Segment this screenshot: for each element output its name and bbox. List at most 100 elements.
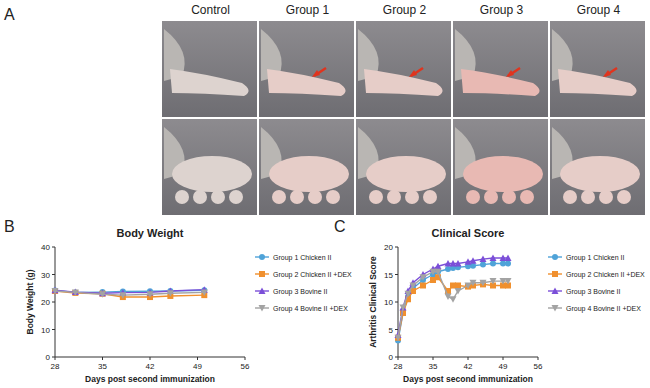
x-tick bbox=[538, 357, 539, 360]
photo bbox=[356, 119, 451, 215]
toe bbox=[387, 190, 401, 204]
y-tick-label: 20 bbox=[384, 243, 393, 252]
point bbox=[435, 269, 442, 276]
y-tick bbox=[395, 247, 398, 248]
toe bbox=[326, 190, 340, 204]
point bbox=[400, 305, 407, 312]
x-tick bbox=[102, 357, 103, 360]
y-tick bbox=[52, 247, 55, 248]
x-tick-label: 28 bbox=[51, 362, 60, 371]
point bbox=[490, 278, 497, 285]
toe bbox=[272, 190, 286, 204]
legend-marker bbox=[259, 254, 265, 260]
toe bbox=[308, 190, 322, 204]
chart-title: Body Weight bbox=[116, 227, 183, 239]
photo bbox=[162, 21, 257, 117]
toe bbox=[599, 190, 613, 204]
paw bbox=[269, 156, 349, 192]
x-tick bbox=[398, 357, 399, 360]
series-line bbox=[398, 264, 508, 341]
y-tick bbox=[395, 329, 398, 330]
point bbox=[119, 292, 126, 299]
toe bbox=[229, 190, 243, 204]
point bbox=[420, 274, 427, 281]
point bbox=[505, 261, 511, 267]
series-line bbox=[398, 258, 508, 335]
toe bbox=[405, 190, 419, 204]
y-tick-label: 20 bbox=[41, 298, 50, 307]
photo bbox=[453, 119, 548, 215]
panel-label: C bbox=[334, 218, 346, 235]
legend-marker bbox=[552, 288, 559, 295]
point bbox=[201, 289, 208, 296]
toe bbox=[581, 190, 595, 204]
arrow-head bbox=[409, 70, 417, 77]
photo bbox=[453, 21, 548, 117]
legend-label: Group 4 Bovine II +DEX bbox=[273, 305, 348, 313]
photo bbox=[356, 21, 451, 117]
y-axis-label: Body Weight (g) bbox=[25, 269, 35, 334]
x-axis-label: Days post second immunization bbox=[85, 374, 215, 384]
x-tick bbox=[433, 357, 434, 360]
point bbox=[450, 296, 457, 303]
x-tick-label: 49 bbox=[193, 362, 202, 371]
column-label: Group 1 bbox=[286, 3, 330, 17]
legend-label: Group 4 Bovine II +DEX bbox=[566, 305, 641, 313]
arrow-head bbox=[312, 70, 320, 77]
plot-area bbox=[52, 286, 208, 300]
legend-label: Group 3 Bovine II bbox=[273, 288, 328, 296]
y-tick bbox=[395, 302, 398, 303]
legend-label: Group 1 Chicken II bbox=[566, 254, 624, 262]
photo bbox=[550, 21, 645, 117]
paw bbox=[267, 69, 346, 96]
paw bbox=[560, 156, 640, 192]
point bbox=[490, 261, 496, 267]
toe bbox=[211, 190, 225, 204]
paw bbox=[461, 69, 540, 96]
legend-marker bbox=[259, 288, 266, 295]
toe bbox=[290, 190, 304, 204]
y-tick bbox=[52, 274, 55, 275]
paw bbox=[463, 156, 543, 192]
photo bbox=[162, 119, 257, 215]
paw bbox=[364, 69, 443, 96]
y-tick-label: 15 bbox=[384, 271, 393, 280]
point bbox=[455, 288, 462, 295]
series-line bbox=[398, 272, 508, 338]
toe bbox=[175, 190, 189, 204]
x-tick bbox=[245, 357, 246, 360]
legend-marker bbox=[552, 305, 559, 312]
y-tick bbox=[52, 329, 55, 330]
column-label: Group 3 bbox=[480, 3, 524, 17]
point bbox=[465, 283, 472, 290]
x-tick bbox=[197, 357, 198, 360]
toe bbox=[369, 190, 383, 204]
point bbox=[400, 304, 407, 311]
y-tick-label: 30 bbox=[41, 271, 50, 280]
toe bbox=[466, 190, 480, 204]
point bbox=[505, 255, 512, 262]
point bbox=[147, 291, 154, 298]
column-label: Group 2 bbox=[383, 3, 427, 17]
toe bbox=[423, 190, 437, 204]
x-tick-label: 35 bbox=[98, 362, 107, 371]
legend-marker bbox=[552, 271, 558, 277]
legend-marker bbox=[552, 254, 558, 260]
panel-label: B bbox=[4, 218, 15, 235]
point bbox=[490, 255, 497, 262]
legend-marker bbox=[259, 305, 266, 312]
point bbox=[455, 260, 462, 267]
figure: ABCControlGroup 1Group 2Group 3Group 4Bo… bbox=[0, 0, 650, 388]
legend-label: Group 2 Chicken II +DEX bbox=[273, 271, 352, 279]
x-tick bbox=[468, 357, 469, 360]
point bbox=[480, 262, 486, 268]
point bbox=[480, 256, 487, 263]
y-tick-label: 40 bbox=[41, 243, 50, 252]
point bbox=[410, 283, 417, 290]
point bbox=[72, 289, 79, 296]
y-tick-label: 0 bbox=[46, 353, 51, 362]
paw bbox=[366, 156, 446, 192]
point bbox=[52, 288, 59, 295]
toe bbox=[617, 190, 631, 204]
point bbox=[99, 291, 106, 298]
